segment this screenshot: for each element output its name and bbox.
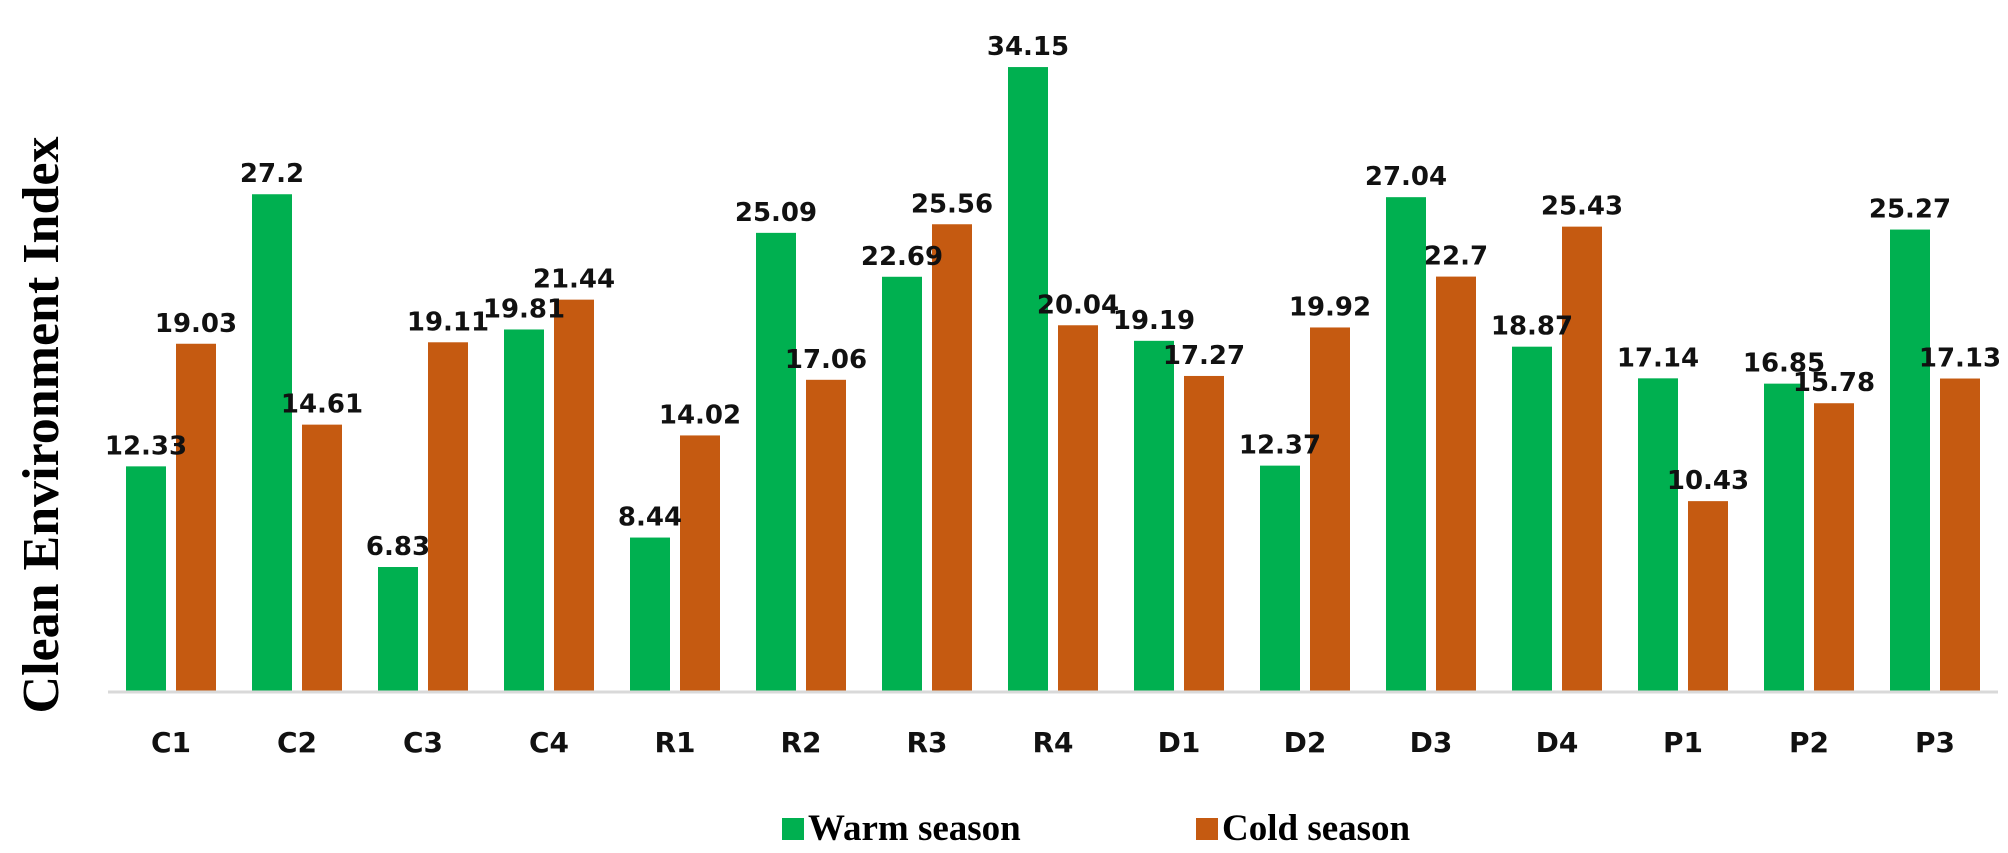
data-label-warm-season-c2: 27.2 xyxy=(240,159,304,189)
x-tick-r4: R4 xyxy=(1032,726,1073,759)
data-label-warm-season-p1: 17.14 xyxy=(1617,343,1699,373)
bars-layer xyxy=(126,67,1980,693)
bar-cold-season-r3 xyxy=(932,224,972,692)
x-tick-r1: R1 xyxy=(654,726,695,759)
data-label-cold-season-d1: 17.27 xyxy=(1163,341,1245,371)
bar-warm-season-d3 xyxy=(1386,197,1426,692)
x-tick-c4: C4 xyxy=(529,726,569,759)
bar-warm-season-r3 xyxy=(882,276,922,692)
bar-cold-season-d2 xyxy=(1310,327,1350,692)
x-tick-d4: D4 xyxy=(1536,726,1579,759)
data-label-warm-season-r4: 34.15 xyxy=(987,32,1069,62)
data-label-cold-season-d4: 25.43 xyxy=(1541,192,1623,222)
data-label-cold-season-c2: 14.61 xyxy=(281,390,363,420)
bar-cold-season-p2 xyxy=(1814,403,1854,692)
bar-warm-season-c2 xyxy=(252,194,292,693)
data-label-warm-season-p2: 16.85 xyxy=(1743,349,1825,379)
bar-cold-season-d4 xyxy=(1562,226,1602,693)
x-tick-d1: D1 xyxy=(1158,726,1201,759)
bar-warm-season-r4 xyxy=(1008,67,1048,693)
bar-cold-season-c2 xyxy=(302,424,342,692)
bar-cold-season-r4 xyxy=(1058,325,1098,692)
legend: Warm season Cold season xyxy=(782,808,1411,849)
data-label-cold-season-p3: 17.13 xyxy=(1919,344,2001,374)
data-label-cold-season-r3: 25.56 xyxy=(911,189,993,219)
x-tick-p1: P1 xyxy=(1663,726,1703,759)
data-label-warm-season-d2: 12.37 xyxy=(1239,431,1321,461)
data-label-cold-season-r2: 17.06 xyxy=(785,345,867,375)
bar-warm-season-d2 xyxy=(1260,465,1300,692)
x-tick-c2: C2 xyxy=(277,726,317,759)
bar-warm-season-c4 xyxy=(504,329,544,692)
x-tick-r2: R2 xyxy=(780,726,821,759)
bar-warm-season-d1 xyxy=(1134,340,1174,692)
x-tick-d2: D2 xyxy=(1284,726,1327,759)
data-label-warm-season-d4: 18.87 xyxy=(1491,312,1573,342)
data-label-cold-season-d2: 19.92 xyxy=(1289,292,1371,322)
data-label-cold-season-c1: 19.03 xyxy=(155,309,237,339)
bar-cold-season-r2 xyxy=(806,379,846,692)
bar-warm-season-d4 xyxy=(1512,346,1552,692)
data-label-cold-season-c3: 19.11 xyxy=(407,307,489,337)
bar-warm-season-r2 xyxy=(756,232,796,692)
bar-cold-season-c4 xyxy=(554,299,594,692)
bar-warm-season-p2 xyxy=(1764,383,1804,692)
bar-warm-season-p3 xyxy=(1890,229,1930,692)
x-tick-labels: C1 C2 C3 C4 R1 R2 R3 R4 D1 D2 D3 D4 P1 P2 P3 xyxy=(151,726,1955,759)
data-label-warm-season-r2: 25.09 xyxy=(735,198,817,228)
x-tick-p3: P3 xyxy=(1915,726,1955,759)
data-label-warm-season-d1: 19.19 xyxy=(1113,306,1195,336)
data-label-warm-season-r1: 8.44 xyxy=(618,503,682,533)
data-label-warm-season-d3: 27.04 xyxy=(1365,162,1447,192)
x-tick-c1: C1 xyxy=(151,726,191,759)
x-tick-p2: P2 xyxy=(1789,726,1829,759)
bar-warm-season-p1 xyxy=(1638,378,1678,692)
y-axis-title: Clean Environment Index xyxy=(13,137,70,714)
bar-cold-season-p3 xyxy=(1940,378,1980,692)
bar-warm-season-c3 xyxy=(378,567,418,692)
legend-swatch-warm-season xyxy=(782,818,804,840)
x-tick-d3: D3 xyxy=(1410,726,1453,759)
legend-label-warm-season: Warm season xyxy=(808,808,1021,849)
bar-cold-season-d1 xyxy=(1184,375,1224,692)
data-label-cold-season-r4: 20.04 xyxy=(1037,290,1119,320)
x-tick-r3: R3 xyxy=(906,726,947,759)
data-label-cold-season-c4: 21.44 xyxy=(533,265,615,295)
data-label-cold-season-d3: 22.7 xyxy=(1424,242,1488,272)
data-label-cold-season-p1: 10.43 xyxy=(1667,466,1749,496)
data-label-warm-season-c1: 12.33 xyxy=(105,431,187,461)
data-label-warm-season-p3: 25.27 xyxy=(1869,195,1951,225)
data-label-cold-season-r1: 14.02 xyxy=(659,400,741,430)
bar-cold-season-d3 xyxy=(1436,276,1476,692)
data-label-warm-season-c3: 6.83 xyxy=(366,532,430,562)
bar-cold-season-c1 xyxy=(176,343,216,692)
bar-cold-season-p1 xyxy=(1688,501,1728,692)
x-tick-c3: C3 xyxy=(403,726,443,759)
data-label-warm-season-r3: 22.69 xyxy=(861,242,943,272)
bar-warm-season-c1 xyxy=(126,466,166,692)
data-label-warm-season-c4: 19.81 xyxy=(483,294,565,324)
bar-warm-season-r1 xyxy=(630,537,670,692)
data-label-cold-season-p2: 15.78 xyxy=(1793,368,1875,398)
bar-cold-season-r1 xyxy=(680,435,720,692)
legend-label-cold-season: Cold season xyxy=(1222,808,1411,849)
legend-swatch-cold-season xyxy=(1196,818,1218,840)
bar-cold-season-c3 xyxy=(428,342,468,692)
